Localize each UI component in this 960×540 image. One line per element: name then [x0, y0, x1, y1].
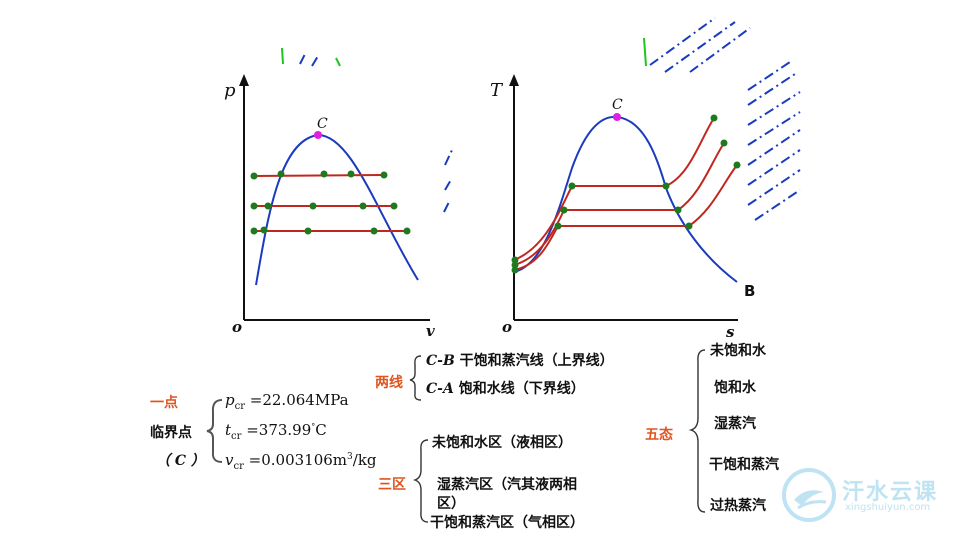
decorative-green-strokes [281, 37, 647, 67]
brace-three-zones [412, 439, 429, 523]
zone-superheated: 干饱和蒸汽区（气相区） [430, 515, 584, 531]
pv-axis-x-label: v [426, 322, 435, 340]
p-cr-sub: cr [234, 401, 245, 412]
ts-critical-point [613, 113, 621, 121]
pv-origin-label: o [232, 318, 242, 336]
state-subcooled-water: 未饱和水 [710, 343, 766, 359]
ts-partial-label: B [744, 282, 755, 300]
watermark-text: 汗水云课 [842, 480, 939, 505]
critical-point-name: 临界点 [150, 425, 192, 441]
t-cr-sub: cr [231, 431, 242, 442]
t-cr-symbol: t [225, 421, 232, 439]
ts-isobar-3 [513, 164, 738, 271]
line-cb-id: C-B [426, 353, 455, 369]
critical-point-paren: （ C ） [156, 453, 205, 469]
v-cr-formula: vcr =0.003106m3/kg [225, 451, 377, 472]
p-cr-symbol: p [225, 391, 235, 409]
braces [206, 349, 706, 523]
line-ca-text: 饱和水线（下界线） [458, 381, 585, 397]
v-cr-unit: /kg [352, 451, 377, 469]
p-cr-formula: pcr =22.064MPa [225, 391, 349, 412]
state-saturated-water: 饱和水 [714, 380, 756, 396]
ts-diagram: T s o C B [490, 74, 755, 341]
pv-saturation-dome [255, 133, 419, 286]
v-cr-value: =0.003106m [248, 451, 348, 469]
zone-wet-steam-a: 湿蒸汽区（汽其液两相 [437, 477, 577, 493]
ts-y-arrow [509, 74, 519, 86]
state-wet-steam: 湿蒸汽 [714, 416, 756, 432]
pv-critical-label: C [317, 116, 328, 132]
zone-wet-steam-b: 区） [437, 496, 465, 512]
two-lines-line2: C-A 饱和水线（下界线） [426, 378, 585, 398]
zone-subcooled: 未饱和水区（液相区） [432, 435, 572, 451]
ts-axis-y-label: T [490, 80, 504, 101]
ts-isobar-1 [513, 117, 715, 261]
brace-five-states [688, 349, 706, 513]
state-dry-saturated-steam: 干饱和蒸汽 [709, 457, 779, 473]
ts-state-points [511, 114, 741, 274]
t-cr-value: =373.99 [246, 421, 312, 439]
brace-critical [206, 399, 223, 463]
line-ca-id: C-A [426, 381, 454, 397]
p-cr-value: =22.064 [249, 391, 315, 409]
pv-diagram: p v o C [224, 74, 435, 340]
watermark-url: xingshuiyun.com [845, 502, 931, 513]
t-cr-deg: ° [311, 422, 316, 431]
line-cb-text: 干饱和蒸汽线（上界线） [459, 353, 614, 369]
ts-origin-label: o [502, 318, 512, 336]
v-cr-symbol: v [225, 451, 234, 469]
p-cr-unit: MPa [314, 391, 349, 409]
ts-axis-x-label: s [726, 323, 735, 341]
pv-state-points [250, 170, 411, 235]
state-superheated-steam: 过热蒸汽 [710, 498, 766, 514]
pv-isobar-1 [251, 174, 387, 177]
v-cr-sup: 3 [347, 452, 353, 462]
ts-critical-label: C [612, 97, 623, 113]
two-lines-line1: C-B 干饱和蒸汽线（上界线） [426, 350, 614, 370]
two-lines-title: 两线 [375, 375, 403, 391]
decorative-strokes [299, 17, 801, 221]
brace-two-lines [409, 355, 422, 401]
pv-axis-y-label: p [224, 80, 236, 101]
v-cr-sub: cr [233, 461, 244, 472]
pv-critical-point [314, 131, 322, 139]
five-states-title: 五态 [645, 427, 673, 443]
ts-saturation-dome [513, 115, 738, 283]
pv-y-arrow [239, 74, 249, 86]
t-cr-formula: tcr =373.99°C [225, 421, 327, 442]
watermark-logo-icon [782, 468, 836, 522]
t-cr-unit: C [315, 421, 327, 439]
one-point-title: 一点 [150, 395, 178, 411]
three-zones-title: 三区 [378, 477, 406, 493]
